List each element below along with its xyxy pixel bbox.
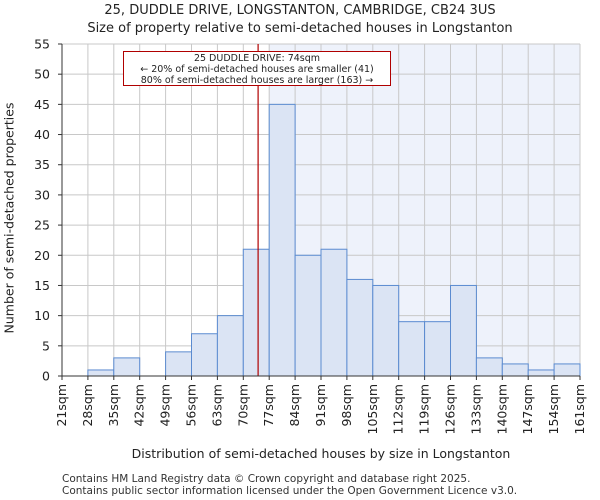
y-tick-label-35: 35 — [34, 157, 50, 172]
x-tick-label-119sqm: 119sqm — [417, 384, 432, 434]
bars — [87, 103, 581, 377]
bar-63sqm — [216, 315, 244, 377]
bar-35sqm — [113, 357, 141, 377]
x-tick-label-133sqm: 133sqm — [468, 384, 483, 434]
bar-126sqm — [450, 284, 477, 377]
x-tick-labels: 21sqm 28sqm 35sqm 42sqm 49sqm 56sqm 63sqm 70sqm… — [54, 376, 587, 434]
x-tick-label-126sqm: 126sqm — [443, 384, 458, 434]
x-tick-label-49sqm: 49sqm — [158, 384, 173, 427]
y-axis-label: Number of semi-detached properties — [1, 102, 17, 334]
bar-56sqm — [191, 333, 218, 377]
x-tick-label-70sqm: 70sqm — [235, 384, 250, 427]
bar-70sqm — [242, 248, 270, 377]
x-tick-label-161sqm: 161sqm — [572, 384, 587, 434]
bar-154sqm — [553, 363, 581, 377]
bar-84sqm — [294, 254, 322, 377]
x-tick-label-91sqm: 91sqm — [313, 384, 328, 427]
y-tick-label-30: 30 — [34, 187, 50, 202]
x-tick-label-63sqm: 63sqm — [209, 384, 224, 427]
y-tick-label-45: 45 — [34, 97, 50, 112]
bar-105sqm — [372, 284, 400, 377]
y-tick-label-50: 50 — [34, 67, 50, 82]
y-tick-label-0: 0 — [42, 369, 50, 384]
y-tick-labels: 0 5 10 15 20 25 30 35 40 45 50 55 — [34, 37, 62, 384]
y-tick-label-10: 10 — [34, 308, 50, 323]
bar-49sqm — [165, 351, 193, 377]
y-tick-label-55: 55 — [34, 37, 50, 52]
y-tick-label-15: 15 — [34, 278, 50, 293]
x-axis-label: Distribution of semi-detached houses by … — [131, 446, 511, 461]
x-tick-label-154sqm: 154sqm — [546, 384, 561, 434]
x-tick-label-42sqm: 42sqm — [132, 384, 147, 427]
x-tick-label-84sqm: 84sqm — [287, 384, 302, 427]
x-tick-label-98sqm: 98sqm — [339, 384, 354, 427]
footer-line-2: Contains public sector information licen… — [62, 485, 518, 497]
x-tick-label-147sqm: 147sqm — [520, 384, 535, 434]
bar-28sqm — [87, 369, 115, 377]
grid-lines — [61, 43, 581, 377]
x-tick-label-77sqm: 77sqm — [261, 384, 276, 427]
footer-line-1: Contains HM Land Registry data © Crown c… — [62, 473, 471, 485]
bar-140sqm — [501, 363, 529, 377]
x-tick-label-35sqm: 35sqm — [106, 384, 121, 427]
chart-subtitle: Size of property relative to semi-detach… — [87, 21, 513, 36]
y-tick-label-25: 25 — [34, 218, 50, 233]
x-tick-label-28sqm: 28sqm — [80, 384, 95, 427]
x-tick-label-56sqm: 56sqm — [184, 384, 199, 427]
x-tick-label-140sqm: 140sqm — [494, 384, 509, 434]
annotation-line-2: ← 20% of semi-detached houses are smalle… — [140, 64, 374, 75]
y-tick-label-20: 20 — [34, 248, 50, 263]
annotation-box: 25 DUDDLE DRIVE: 74sqm ← 20% of semi-det… — [123, 51, 391, 86]
bar-133sqm — [475, 357, 503, 377]
bar-91sqm — [320, 248, 348, 377]
y-tick-label-5: 5 — [42, 338, 50, 353]
bar-77sqm — [268, 103, 296, 377]
annotation-line-3: 80% of semi-detached houses are larger (… — [140, 75, 374, 86]
annotation-line-1: 25 DUDDLE DRIVE: 74sqm — [193, 53, 321, 64]
chart-title: 25, DUDDLE DRIVE, LONGSTANTON, CAMBRIDGE… — [104, 3, 496, 18]
x-tick-label-105sqm: 105sqm — [365, 384, 380, 434]
bar-119sqm — [424, 321, 452, 377]
x-tick-label-21sqm: 21sqm — [54, 384, 69, 427]
x-tick-label-112sqm: 112sqm — [391, 384, 406, 434]
bar-112sqm — [398, 321, 426, 377]
bar-98sqm — [346, 278, 374, 377]
bar-147sqm — [527, 369, 555, 377]
y-tick-label-40: 40 — [34, 127, 50, 142]
